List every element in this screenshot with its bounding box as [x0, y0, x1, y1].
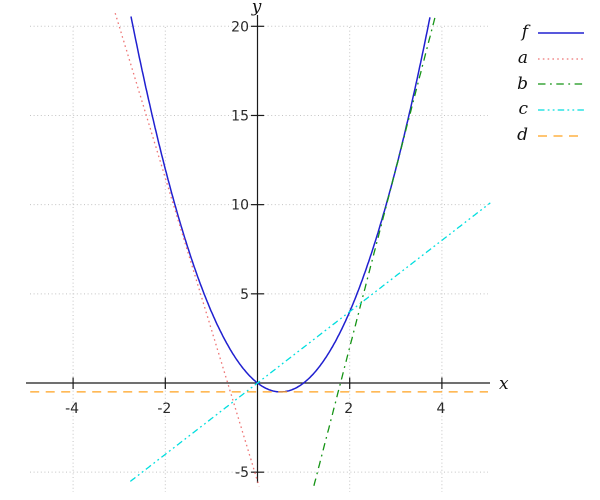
legend-line-c-icon: [538, 109, 584, 111]
legend: f a b c d: [506, 20, 598, 148]
y-tick-label-15: 15: [231, 108, 249, 124]
y-tick-label-20: 20: [231, 19, 249, 35]
legend-line-d-icon: [538, 134, 584, 137]
curve-c: [129, 202, 491, 482]
legend-label-b: b: [517, 73, 528, 94]
legend-item-b: b: [506, 71, 598, 97]
x-tick-label-4: 4: [436, 401, 445, 417]
legend-label-a: a: [517, 48, 528, 69]
legend-item-a: a: [506, 46, 598, 72]
legend-line-b-icon: [538, 83, 584, 85]
legend-item-f: f: [506, 20, 598, 46]
curve-b: [313, 15, 437, 486]
y-tick-label-5: 5: [240, 287, 249, 303]
legend-line-f-icon: [538, 32, 584, 34]
legend-item-d: d: [506, 123, 598, 149]
x-tick-label--4: -4: [65, 401, 79, 417]
legend-label-d: d: [517, 125, 528, 146]
curve-f: [130, 16, 431, 393]
y-tick-label-10: 10: [231, 198, 249, 214]
x-tick-label--2: -2: [157, 401, 171, 417]
x-tick-label-2: 2: [344, 401, 353, 417]
legend-label-c: c: [518, 99, 528, 120]
x-axis-label: x: [499, 374, 509, 394]
legend-label-f: f: [521, 22, 528, 43]
legend-line-a-icon: [538, 57, 584, 60]
y-axis-label: y: [251, 0, 262, 17]
y-tick-label--5: -5: [235, 465, 249, 481]
legend-item-c: c: [506, 97, 598, 123]
curve-a: [114, 13, 260, 487]
